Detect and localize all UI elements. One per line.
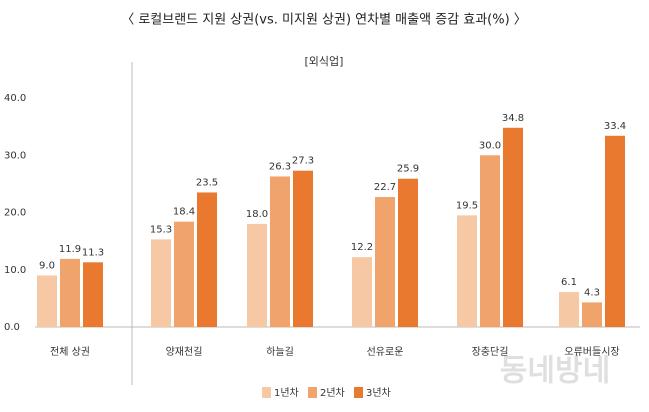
chart-title: 〈 로컬브랜드 지원 상권(vs. 미지원 상권) 연차별 매출액 증감 효과(… bbox=[121, 13, 527, 28]
y-tick-label: 40.0 bbox=[4, 93, 26, 104]
bar bbox=[605, 135, 625, 327]
chart-subtitle: [외식업] bbox=[305, 55, 344, 68]
y-tick-label: 20.0 bbox=[4, 208, 26, 219]
y-tick-label: 30.0 bbox=[4, 150, 26, 161]
data-label: 25.9 bbox=[397, 164, 419, 175]
data-label: 19.5 bbox=[456, 200, 478, 211]
data-label: 23.5 bbox=[196, 177, 218, 188]
x-tick-label: 양재천길 bbox=[166, 345, 203, 358]
data-label: 9.0 bbox=[39, 260, 55, 271]
bar bbox=[398, 178, 418, 327]
legend-swatch bbox=[308, 387, 317, 398]
x-tick-label: 선유로운 bbox=[367, 346, 404, 358]
bar bbox=[60, 258, 80, 327]
data-label: 30.0 bbox=[479, 140, 501, 151]
y-tick-label: 0.0 bbox=[4, 322, 20, 333]
x-tick-label: 전체 상권 bbox=[50, 346, 90, 358]
data-label: 12.2 bbox=[351, 242, 373, 253]
bar bbox=[174, 221, 194, 327]
data-label: 33.4 bbox=[604, 121, 626, 132]
bar bbox=[480, 155, 500, 327]
data-label: 27.3 bbox=[292, 156, 314, 167]
data-label: 11.9 bbox=[59, 244, 81, 255]
bar bbox=[151, 239, 171, 327]
data-label: 18.0 bbox=[246, 209, 268, 220]
bar bbox=[293, 170, 313, 327]
bar bbox=[559, 292, 579, 327]
bar bbox=[503, 127, 523, 328]
data-label: 26.3 bbox=[269, 161, 291, 172]
data-label: 34.8 bbox=[502, 113, 524, 124]
data-label: 15.3 bbox=[150, 224, 172, 235]
bar bbox=[375, 197, 395, 327]
bar bbox=[582, 302, 602, 327]
bar bbox=[352, 257, 372, 327]
legend-label: 3년차 bbox=[366, 387, 391, 399]
x-tick-label: 하늘길 bbox=[266, 345, 294, 358]
x-tick-label: 장충단길 bbox=[472, 345, 509, 358]
y-tick-label: 10.0 bbox=[4, 265, 26, 276]
bar bbox=[37, 275, 57, 327]
bar bbox=[247, 223, 267, 327]
bar bbox=[197, 192, 217, 327]
legend-label: 2년차 bbox=[320, 387, 345, 399]
data-label: 4.3 bbox=[584, 287, 600, 298]
data-label: 6.1 bbox=[561, 277, 577, 288]
legend-label: 1년차 bbox=[274, 387, 299, 399]
watermark: 동네방네 bbox=[500, 354, 610, 389]
data-label: 18.4 bbox=[173, 207, 195, 218]
legend-swatch bbox=[354, 387, 363, 398]
x-tick-label: 오류버들시장 bbox=[564, 346, 619, 358]
data-label: 22.7 bbox=[374, 182, 396, 193]
bar bbox=[270, 176, 290, 327]
bar bbox=[457, 215, 477, 327]
legend-swatch bbox=[262, 387, 271, 398]
data-label: 11.3 bbox=[82, 247, 104, 258]
bar bbox=[83, 262, 103, 327]
